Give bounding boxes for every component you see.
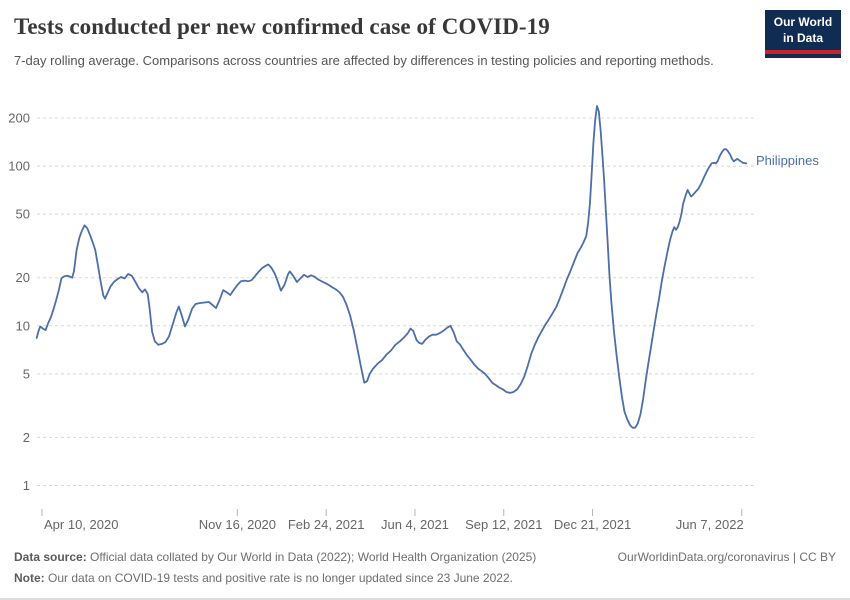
x-axis-label: Jun 7, 2022 <box>676 517 744 532</box>
chart-plot-area[interactable]: 1 2 5 10 20 50 100 200 Apr 10, 2020 Nov 16, 2020 F… <box>0 0 850 545</box>
note-label: Note: <box>14 571 45 586</box>
y-axis-label-50: 50 <box>16 207 30 222</box>
owid-link[interactable]: OurWorldinData.org/coronavirus <box>617 550 790 564</box>
x-axis-label: Dec 21, 2021 <box>554 517 631 532</box>
x-axis-label: Jun 4, 2021 <box>381 517 449 532</box>
owid-logo-line2: in Data <box>782 30 823 45</box>
y-axis-label-10: 10 <box>16 318 30 333</box>
x-axis-label: Apr 10, 2020 <box>44 517 118 532</box>
series-label-philippines[interactable]: Philippines <box>756 153 819 168</box>
datasource-label: Data source: <box>14 550 87 564</box>
license-text: | CC BY <box>789 550 836 564</box>
note-text: Our data on COVID-19 tests and positive … <box>44 571 513 586</box>
chart-subtitle: 7-day rolling average. Comparisons acros… <box>14 53 714 68</box>
x-axis-label: Sep 12, 2021 <box>465 517 542 532</box>
x-axis-label: Nov 16, 2020 <box>199 517 276 532</box>
owid-logo-line1: Our World <box>773 15 833 29</box>
y-axis-label-100: 100 <box>8 159 30 174</box>
page-title: Tests conducted per new confirmed case o… <box>14 14 550 39</box>
y-axis-label-20: 20 <box>16 270 30 285</box>
chart-footer: Data source: Official data collated by O… <box>14 549 836 586</box>
series-line-philippines[interactable] <box>35 105 748 429</box>
bottom-divider <box>0 598 850 600</box>
y-axis-label-2: 2 <box>23 430 30 445</box>
datasource-text: Official data collated by Our World in D… <box>86 550 537 564</box>
owid-logo[interactable]: Our World in Data <box>765 10 841 59</box>
y-axis-label-200: 200 <box>8 111 30 126</box>
y-axis-label-1: 1 <box>23 478 30 493</box>
x-axis-label: Feb 24, 2021 <box>288 517 365 532</box>
owid-logo-red-bar <box>765 50 841 55</box>
y-axis-label-5: 5 <box>23 366 30 381</box>
